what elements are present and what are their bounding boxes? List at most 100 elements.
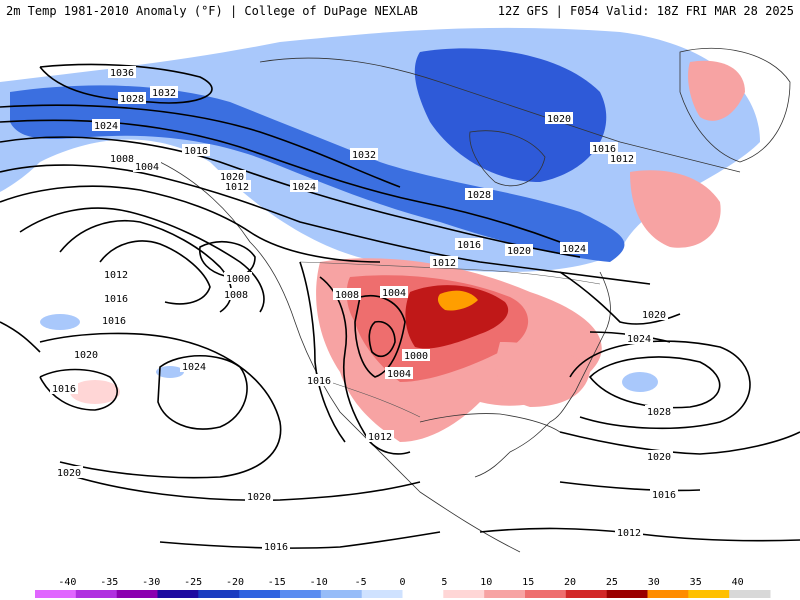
legend-color-swatch xyxy=(116,590,158,598)
isobar-1016-south-pacific xyxy=(159,531,441,549)
isobar-label: 1028 xyxy=(120,94,144,105)
isobar-1020-east xyxy=(559,271,681,325)
legend-tick-label: -35 xyxy=(100,577,118,588)
isobar-label: 1016 xyxy=(52,384,76,395)
isobar-label: 1020 xyxy=(647,452,671,463)
isobar-1016-atlantic xyxy=(559,481,701,492)
isobar-label: 1024 xyxy=(627,334,651,345)
isobar-1016-west xyxy=(299,261,346,443)
greenland-coast xyxy=(679,47,791,163)
isobar-1016-pacific xyxy=(39,368,118,411)
legend-color-swatch xyxy=(280,590,322,598)
isobar-label: 1024 xyxy=(562,244,586,255)
isobar-label: 1000 xyxy=(226,274,250,285)
isobar-label: 1008 xyxy=(110,154,134,165)
isobar-label: 1012 xyxy=(617,528,641,539)
isobar-label: 1016 xyxy=(457,240,481,251)
isobar-1000-plains xyxy=(368,320,396,358)
header: 2m Temp 1981-2010 Anomaly (°F) | College… xyxy=(0,0,800,22)
warm-anomaly-pacific-patch xyxy=(70,380,120,404)
legend-color-swatch xyxy=(729,590,771,598)
legend-color-swatch xyxy=(239,590,281,598)
isobar-label: 1020 xyxy=(220,172,244,183)
isobar-label: 1032 xyxy=(152,88,176,99)
legend-color-swatch xyxy=(484,590,526,598)
isobar-1020-pacific xyxy=(39,332,282,479)
warm-anomaly-greenland-region xyxy=(688,60,745,121)
isobar-label: 1012 xyxy=(610,154,634,165)
isobar-label: 1016 xyxy=(652,490,676,501)
isobar-label: 1016 xyxy=(104,294,128,305)
legend-color-swatch xyxy=(198,590,240,598)
legend-tick-label: 35 xyxy=(690,577,702,588)
isobar-1024-pacific-high xyxy=(157,354,248,430)
geography-outlines xyxy=(159,47,791,553)
legend-tick-labels: -40 -35 -30 -25 -20 -15 -10 -5 0 5 10 15 20 25 30 35 40 xyxy=(58,577,743,588)
legend-tick-label: 10 xyxy=(480,577,492,588)
isobar-label: 1016 xyxy=(184,146,208,157)
legend-tick-label: -30 xyxy=(142,577,160,588)
legend-color-swatch xyxy=(75,590,118,598)
legend-color-swatch xyxy=(525,590,567,598)
isobar-1032 xyxy=(0,104,401,188)
legend-tick-label: 5 xyxy=(441,577,447,588)
isobar-1020 xyxy=(0,164,651,285)
isobar-label: 1012 xyxy=(368,432,392,443)
legend-tick-label: -15 xyxy=(268,577,286,588)
model-run-info: 12Z GFS | F054 Valid: 18Z FRI MAR 28 202… xyxy=(497,4,794,18)
legend-tick-label: -5 xyxy=(355,577,367,588)
isobar-label: 1004 xyxy=(382,288,406,299)
legend-color-swatch xyxy=(443,590,485,598)
legend-tick-label: -40 xyxy=(58,577,76,588)
legend-tick-label: 0 xyxy=(399,577,405,588)
warm-anomaly-southeast-region xyxy=(495,342,590,407)
isobar-label: 1000 xyxy=(404,351,428,362)
isobar-label: 1024 xyxy=(182,362,206,373)
legend-color-swatch xyxy=(606,590,648,598)
isobar-label: 1032 xyxy=(352,150,376,161)
legend-color-swatch xyxy=(35,590,77,598)
legend-color-swatch xyxy=(361,590,403,598)
legend-tick-label: 20 xyxy=(564,577,576,588)
arctic-coast xyxy=(259,57,741,173)
legend-tick-label: 30 xyxy=(648,577,660,588)
legend-tick-label: -20 xyxy=(226,577,244,588)
map-title: 2m Temp 1981-2010 Anomaly (°F) | College… xyxy=(6,4,418,18)
isobar-label: 1020 xyxy=(247,492,271,503)
isobar-label: 1004 xyxy=(135,162,159,173)
legend-color-swatch xyxy=(688,590,730,598)
us-mexico-border xyxy=(329,381,421,418)
isobar-label: 1020 xyxy=(507,246,531,257)
isobar-label: 1016 xyxy=(102,316,126,327)
legend-color-swatch xyxy=(157,590,199,598)
hudson-bay xyxy=(469,130,546,187)
isobar-label: 1012 xyxy=(432,258,456,269)
isobar-label: 1020 xyxy=(74,350,98,361)
isobar-1000-pacific xyxy=(199,241,256,278)
warm-anomaly-canada-east-region xyxy=(630,170,721,248)
anomaly-color-legend: -40 -35 -30 -25 -20 -15 -10 -5 0 5 10 15 20 25 30 35 40 xyxy=(35,577,771,598)
isobar-label: 1020 xyxy=(642,310,666,321)
legend-color-swatch xyxy=(565,590,608,598)
isobar-1004-pacific xyxy=(99,240,211,305)
cold-anomaly-core-region xyxy=(414,48,607,182)
temperature-anomaly-map: 1036 1032 1028 1024 1020 1016 1012 1008 … xyxy=(0,27,800,553)
cold-anomaly-atlantic-patch xyxy=(622,372,658,392)
isobar-label: 1016 xyxy=(592,144,616,155)
legend-color-swatch xyxy=(402,590,444,598)
isobar-1012-west xyxy=(319,276,411,455)
isobar-1024-west-pacific xyxy=(0,321,41,353)
isobar-label: 1028 xyxy=(647,407,671,418)
north-america-west-coast xyxy=(159,161,521,553)
isobar-label: 1016 xyxy=(307,376,331,387)
isobar-label: 1028 xyxy=(467,190,491,201)
anomaly-shading xyxy=(0,27,760,442)
cold-anomaly-central-pacific-patch xyxy=(156,366,184,378)
isobar-label: 1020 xyxy=(547,114,571,125)
legend-tick-label: 15 xyxy=(522,577,534,588)
isobar-label: 1008 xyxy=(224,290,248,301)
north-america-east-coast xyxy=(474,271,611,478)
cold-anomaly-pacific-patch xyxy=(40,314,80,330)
warm-anomaly-hot-core xyxy=(437,290,478,311)
isobar-1004-plains xyxy=(354,295,406,378)
